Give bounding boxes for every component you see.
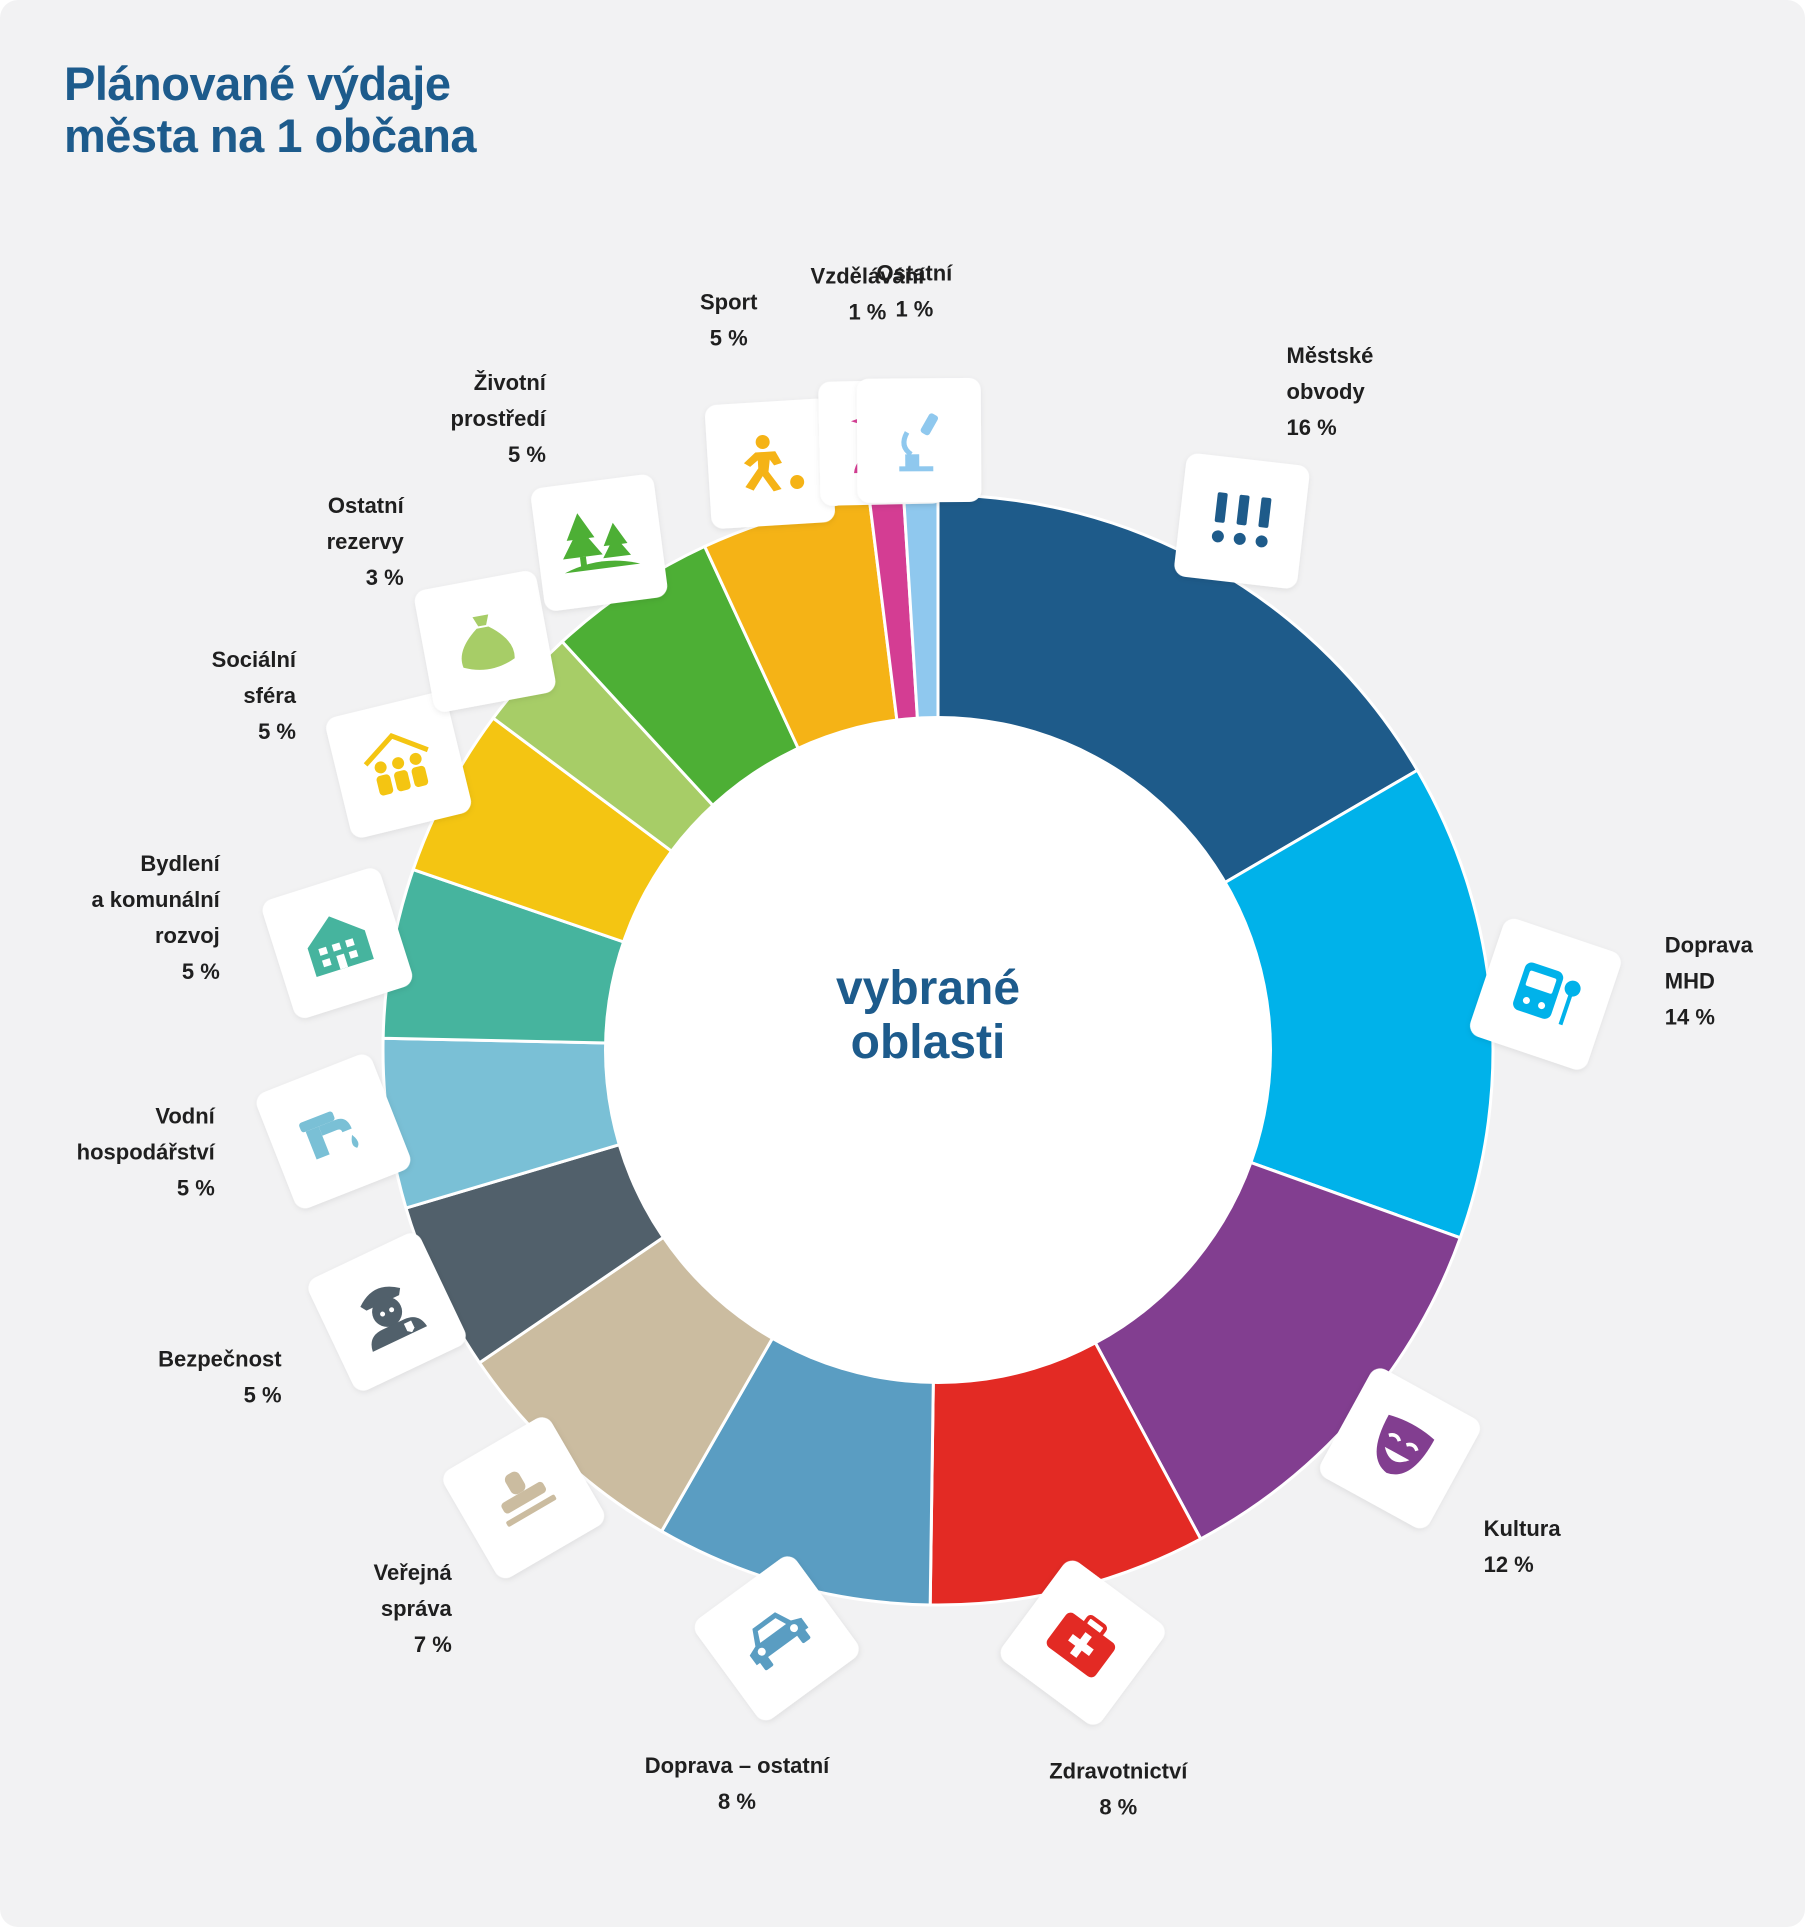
label-text: správa xyxy=(381,1596,453,1621)
label-socialni-sfera: Sociální sféra 5 % xyxy=(212,647,297,744)
page-title: Plánované výdaje města na 1 občana xyxy=(64,57,477,162)
label-vodni-hospodarstvi: Vodní hospodářství 5 % xyxy=(77,1103,216,1200)
house-icon xyxy=(307,916,374,977)
label-vzdelavani: Vzdělávání 1 % xyxy=(811,263,926,324)
bus-stop-icon xyxy=(1513,962,1581,1026)
label-text: Městské xyxy=(1287,343,1374,368)
label-percent: 14 % xyxy=(1665,1005,1715,1030)
label-text: rezervy xyxy=(327,529,405,554)
family-shelter-icon xyxy=(363,733,429,796)
icon-card-bydleni-a-komunalni-rozvoj xyxy=(262,868,413,1018)
label-doprava-ostatni: Doprava – ostatní 8 % xyxy=(645,1753,830,1814)
icon-card-doprava-ostatni xyxy=(694,1556,859,1721)
icon-card-ostatni-rezervy xyxy=(414,571,556,712)
label-percent: 3 % xyxy=(366,565,404,590)
label-bydleni-a-komunalni-rozvoj: Bydlení a komunální rozvoj 5 % xyxy=(91,851,220,984)
label-text: hospodářství xyxy=(77,1139,216,1164)
water-tap-icon xyxy=(299,1111,359,1160)
icon-card-doprava-mhd xyxy=(1470,918,1621,1070)
label-percent: 8 % xyxy=(718,1789,756,1814)
label-text: Doprava – ostatní xyxy=(645,1753,830,1778)
label-text: Ostatní xyxy=(877,260,954,285)
label-percent: 8 % xyxy=(1099,1794,1137,1819)
icon-card-mestske-obvody xyxy=(1174,453,1310,589)
label-text: sféra xyxy=(243,683,296,708)
label-percent: 5 % xyxy=(177,1175,215,1200)
icon-card-bezpecnost xyxy=(308,1233,466,1391)
label-text: prostředí xyxy=(451,406,547,431)
label-bezpecnost: Bezpečnost 5 % xyxy=(158,1346,282,1407)
exclamation-marks-icon xyxy=(1211,492,1272,548)
label-text: Veřejná xyxy=(374,1560,453,1585)
stamp-icon xyxy=(501,1471,557,1527)
label-percent: 16 % xyxy=(1287,415,1337,440)
running-player-icon xyxy=(743,435,805,492)
icon-cards xyxy=(256,377,1621,1725)
center-label-line-1: vybrané xyxy=(836,962,1020,1015)
label-mestske-obvody: Městské obvody 16 % xyxy=(1287,343,1374,440)
money-bag-icon xyxy=(461,614,515,670)
label-text: Ostatní xyxy=(328,493,405,518)
theater-mask-icon xyxy=(1376,1414,1435,1475)
label-text: MHD xyxy=(1665,969,1715,994)
label-ostatni: Ostatní 1 % xyxy=(877,260,954,321)
title-line-2: města na 1 občana xyxy=(64,109,477,162)
icon-card-zivotni-prostredi xyxy=(531,474,668,611)
icon-card-kultura xyxy=(1320,1368,1480,1529)
label-percent: 7 % xyxy=(414,1632,452,1657)
label-ostatni-rezervy: Ostatní rezervy 3 % xyxy=(327,493,405,590)
label-percent: 5 % xyxy=(244,1382,282,1407)
center-label-line-2: oblasti xyxy=(851,1016,1006,1069)
microscope-icon xyxy=(899,413,939,472)
icon-card-vodni-hospodarstvi xyxy=(256,1054,411,1209)
label-text: Zdravotnictví xyxy=(1049,1758,1188,1783)
icon-card-zdravotnictvi xyxy=(1000,1560,1165,1725)
slice-labels: Městské obvody 16 % Doprava MHD 14 % Kultura 12… xyxy=(77,260,1754,1819)
car-icon xyxy=(749,1612,811,1671)
label-percent: 12 % xyxy=(1484,1552,1534,1577)
label-text: Sociální xyxy=(212,647,297,672)
label-percent: 5 % xyxy=(258,719,296,744)
donut-center-hole xyxy=(604,716,1272,1384)
title-line-1: Plánované výdaje xyxy=(64,57,451,110)
label-doprava-mhd: Doprava MHD 14 % xyxy=(1665,933,1754,1030)
label-text: obvody xyxy=(1287,379,1366,404)
first-aid-kit-icon xyxy=(1046,1612,1116,1678)
icon-card-sport xyxy=(705,398,835,529)
label-zivotni-prostredi: Životní prostředí 5 % xyxy=(451,370,547,467)
label-text: Vodní xyxy=(155,1103,215,1128)
label-text: Bydlení xyxy=(140,851,220,876)
label-percent: 5 % xyxy=(710,325,748,350)
label-text: Sport xyxy=(700,289,758,314)
label-percent: 1 % xyxy=(848,299,886,324)
label-percent: 5 % xyxy=(182,959,220,984)
trees-icon xyxy=(563,513,641,574)
label-percent: 5 % xyxy=(508,442,546,467)
label-text: a komunální xyxy=(91,887,220,912)
police-officer-icon xyxy=(360,1286,428,1352)
label-zdravotnictvi: Zdravotnictví 8 % xyxy=(1049,1758,1188,1819)
label-text: Doprava xyxy=(1665,933,1754,958)
icon-card-verejna-sprava xyxy=(443,1417,605,1579)
icon-card-ostatni xyxy=(856,377,982,503)
label-text: Bezpečnost xyxy=(158,1346,282,1371)
label-text: Životní xyxy=(474,370,547,395)
label-text: Vzdělávání xyxy=(811,263,926,288)
label-sport: Sport 5 % xyxy=(700,289,758,350)
icon-card-socialni-sfera xyxy=(326,692,472,838)
label-percent: 1 % xyxy=(895,296,933,321)
label-kultura: Kultura 12 % xyxy=(1484,1516,1562,1577)
label-text: rozvoj xyxy=(155,923,220,948)
label-verejna-sprava: Veřejná správa 7 % xyxy=(374,1560,453,1657)
label-text: Kultura xyxy=(1484,1516,1562,1541)
